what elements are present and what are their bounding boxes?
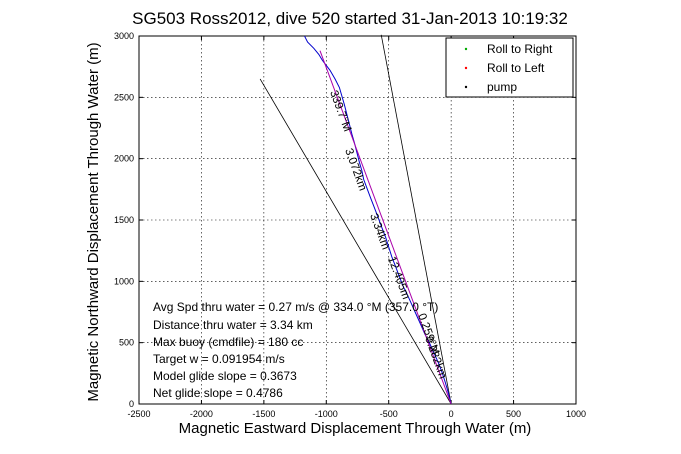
legend: Roll to Right Roll to Left pump — [445, 37, 574, 98]
legend-label-roll-right: Roll to Right — [487, 42, 553, 56]
x-axis-label: Magnetic Eastward Displacement Through W… — [179, 420, 532, 437]
y-tick-label: 1000 — [114, 276, 134, 286]
y-tick-label: 1500 — [114, 215, 134, 225]
reference-line — [380, 34, 452, 405]
legend-marker-pump — [464, 85, 468, 89]
x-tick-label: 1000 — [566, 409, 586, 419]
y-tick-label: 3000 — [114, 31, 134, 41]
y-axis: 0 500 1000 1500 2000 2500 3000 — [114, 31, 576, 409]
info-box: Avg Spd thru water = 0.27 m/s @ 334.0 °M… — [153, 300, 438, 400]
reference-line — [259, 78, 452, 405]
legend-marker-roll-left — [464, 66, 468, 70]
series-line-model — [319, 50, 452, 404]
x-tick-label: 0 — [449, 409, 454, 419]
reference-lines — [259, 34, 452, 405]
x-tick-label: -2000 — [190, 409, 213, 419]
info-line-target-w: Target w = 0.091954 m/s — [153, 352, 285, 366]
legend-label-roll-left: Roll to Left — [487, 61, 545, 75]
chart-title: SG503 Ross2012, dive 520 started 31-Jan-… — [132, 9, 568, 28]
x-tick-label: -1500 — [252, 409, 275, 419]
info-line-max-buoy: Max buoy (cmdfile) = 180 cc — [153, 335, 303, 349]
series-group — [303, 36, 452, 404]
x-tick-label: 500 — [506, 409, 521, 419]
info-line-model-glide: Model glide slope = 0.3673 — [153, 369, 297, 383]
y-tick-label: 0 — [129, 399, 134, 409]
x-tick-label: -2500 — [127, 409, 150, 419]
grid — [139, 36, 576, 404]
x-tick-label: -500 — [380, 409, 398, 419]
info-line-distance: Distance thru water = 3.34 km — [153, 318, 313, 332]
y-tick-label: 500 — [119, 338, 134, 348]
legend-marker-roll-right — [464, 47, 468, 51]
y-tick-label: 2500 — [114, 92, 134, 102]
y-tick-label: 2000 — [114, 154, 134, 164]
x-tick-label: -1000 — [315, 409, 338, 419]
x-axis: -2500 -2000 -1500 -1000 -500 0 500 1000 — [127, 36, 586, 419]
legend-label-pump: pump — [487, 80, 517, 94]
info-line-net-glide: Net glide slope = 0.4786 — [153, 386, 283, 400]
info-line-avg-speed: Avg Spd thru water = 0.27 m/s @ 334.0 °M… — [153, 300, 438, 314]
y-axis-label: Magnetic Northward Displacement Through … — [85, 42, 102, 401]
